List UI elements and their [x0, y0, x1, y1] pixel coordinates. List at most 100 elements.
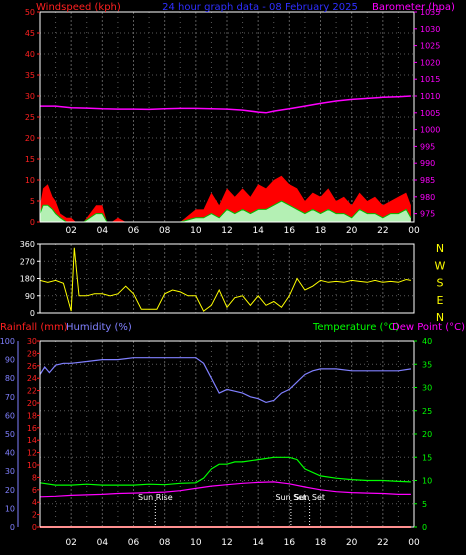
- baro-y-tick-label: 980: [420, 193, 435, 202]
- compass-letter: W: [435, 259, 446, 272]
- humidity-y-tick-label: 50: [5, 430, 15, 439]
- wind-y-tick-label: 5: [30, 197, 35, 206]
- rain-y-tick-label: 2: [32, 511, 37, 520]
- rain-y-tick-label: 10: [27, 461, 37, 470]
- humidity-y-tick-label: 40: [5, 449, 15, 458]
- humidity-y-tick-label: 10: [5, 504, 15, 513]
- wind-x-tick-label: 02: [65, 226, 76, 236]
- wind-x-tick-label: 20: [346, 226, 358, 236]
- rain-y-tick-label: 8: [32, 473, 37, 482]
- thp-x-tick-label: 12: [221, 538, 232, 548]
- wind-x-tick-label: 18: [315, 226, 327, 236]
- temp-y-tick-label: 35: [422, 360, 432, 369]
- baro-y-tick-label: 990: [420, 159, 435, 168]
- wind-x-tick-label: 12: [221, 226, 232, 236]
- wind-y-tick-label: 20: [25, 134, 35, 143]
- thp-x-tick-label: 02: [65, 538, 76, 548]
- temp-y-tick-label: 40: [422, 337, 432, 346]
- temp-y-tick-label: 10: [422, 477, 432, 486]
- thp-x-tick-label: 20: [346, 538, 358, 548]
- sun-marker-label: Sun Set: [275, 493, 306, 502]
- temp-y-tick-label: 20: [422, 430, 432, 439]
- baro-y-tick-label: 1035: [420, 8, 440, 17]
- baro-y-tick-label: 1000: [420, 126, 440, 135]
- rain-y-tick-label: 4: [32, 498, 37, 507]
- wind-x-tick-label: 22: [377, 226, 388, 236]
- temperature-axis-title: Temperature (°C): [312, 322, 399, 333]
- wind-y-tick-label: 35: [25, 71, 35, 80]
- sun-marker-label: Sun Set: [294, 493, 325, 502]
- dewpoint-axis-title: Dew Point (°C): [392, 322, 465, 333]
- wind-y-tick-label: 50: [25, 8, 35, 17]
- rain-y-tick-label: 6: [32, 486, 37, 495]
- rain-y-tick-label: 22: [27, 387, 37, 396]
- barometer-axis-title: Barometer (hpa): [372, 2, 455, 13]
- baro-y-tick-label: 985: [420, 176, 435, 185]
- thp-x-tick-label: 08: [159, 538, 171, 548]
- barometer-line: [40, 95, 411, 114]
- wind-y-tick-label: 10: [25, 176, 35, 185]
- wind-x-tick-label: 04: [97, 226, 109, 236]
- baro-y-tick-label: 1010: [420, 92, 440, 101]
- wind-y-tick-label: 45: [25, 29, 35, 38]
- rain-y-tick-label: 24: [27, 374, 37, 383]
- compass-letter: S: [437, 277, 444, 290]
- humidity-y-tick-label: 70: [5, 393, 15, 402]
- wind-y-tick-label: 25: [25, 113, 35, 122]
- compass-letter: N: [436, 311, 444, 324]
- temp-y-tick-label: 5: [422, 500, 427, 509]
- wind-x-tick-label: 16: [284, 226, 296, 236]
- thp-x-tick-label: 10: [190, 538, 202, 548]
- sun-marker-label: Sun Rise: [138, 493, 173, 502]
- rain-y-tick-label: 20: [27, 399, 37, 408]
- temp-y-tick-label: 30: [422, 384, 432, 393]
- rain-y-tick-label: 28: [27, 349, 37, 358]
- wind-x-tick-label: 08: [159, 226, 171, 236]
- wind-x-tick-label: 10: [190, 226, 202, 236]
- dir-y-tick-label: 360: [20, 240, 35, 249]
- dir-y-tick-label: 0: [30, 309, 35, 318]
- baro-y-tick-label: 1030: [420, 25, 440, 34]
- humidity-line: [39, 357, 411, 404]
- thp-x-tick-label: 04: [97, 538, 109, 548]
- thp-x-tick-label: 14: [252, 538, 264, 548]
- wind-y-tick-label: 40: [25, 50, 35, 59]
- rain-y-tick-label: 0: [32, 523, 37, 532]
- humidity-y-tick-label: 0: [10, 523, 15, 532]
- rain-y-tick-label: 12: [27, 449, 37, 458]
- wind-x-tick-label: 00: [408, 226, 420, 236]
- thp-x-tick-label: 00: [408, 538, 420, 548]
- thp-x-tick-label: 16: [284, 538, 296, 548]
- dir-y-tick-label: 270: [20, 257, 35, 266]
- temperature-line: [39, 456, 411, 486]
- windspeed-axis-title: Windspeed (kph): [36, 2, 121, 13]
- compass-letter: N: [436, 242, 444, 255]
- thp-x-tick-label: 06: [128, 538, 140, 548]
- baro-y-tick-label: 995: [420, 142, 435, 151]
- dir-y-tick-label: 180: [20, 275, 35, 284]
- humidity-y-tick-label: 90: [5, 356, 15, 365]
- wind-x-tick-label: 14: [252, 226, 264, 236]
- wind-direction-line: [39, 247, 411, 312]
- humidity-y-tick-label: 100: [0, 337, 15, 346]
- humidity-y-tick-label: 20: [5, 486, 15, 495]
- rain-y-tick-label: 16: [27, 424, 37, 433]
- wind-y-tick-label: 15: [25, 155, 35, 164]
- thp-x-tick-label: 22: [377, 538, 388, 548]
- wind-y-tick-label: 30: [25, 92, 35, 101]
- wind-y-tick-label: 0: [30, 218, 35, 227]
- dewpoint-line: [39, 481, 411, 498]
- baro-y-tick-label: 1015: [420, 75, 440, 84]
- temp-y-tick-label: 0: [422, 523, 427, 532]
- humidity-axis-title: Humidity (%): [66, 322, 132, 333]
- wind-gust-area: [40, 175, 411, 222]
- humidity-y-tick-label: 60: [5, 411, 15, 420]
- rain-y-tick-label: 30: [27, 337, 37, 346]
- temp-y-tick-label: 25: [422, 407, 432, 416]
- baro-y-tick-label: 1005: [420, 109, 440, 118]
- rain-y-tick-label: 18: [27, 411, 37, 420]
- humidity-y-tick-label: 80: [5, 374, 15, 383]
- thp-x-tick-label: 18: [315, 538, 327, 548]
- wind-x-tick-label: 06: [128, 226, 140, 236]
